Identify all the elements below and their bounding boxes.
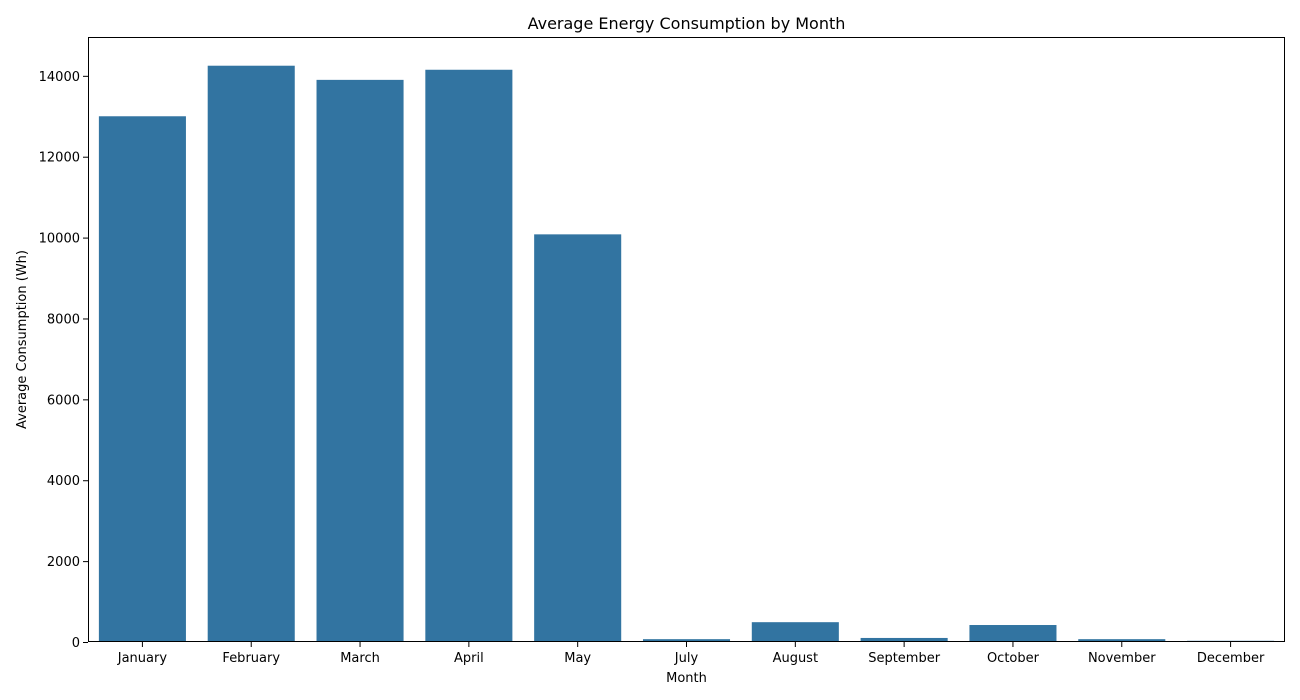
chart-title: Average Energy Consumption by Month: [528, 14, 846, 33]
y-tick-label: 0: [72, 636, 80, 651]
y-tick-label: 6000: [47, 393, 80, 408]
bar-february: [207, 65, 295, 642]
x-tick-label: November: [1088, 651, 1156, 666]
bar-october: [969, 625, 1057, 642]
x-axis: January February March April May July August Se…: [117, 642, 1265, 666]
plot-area: 0 2000 4000 6000 8000 10000 12000 14000 January…: [39, 37, 1285, 666]
bar-january: [98, 116, 186, 642]
y-tick-label: 10000: [39, 232, 80, 247]
y-tick-label: 12000: [39, 151, 80, 166]
bar-march: [316, 79, 404, 642]
y-tick-label: 2000: [47, 555, 80, 570]
x-tick-label: April: [454, 651, 484, 666]
x-tick-label: September: [868, 651, 941, 666]
x-tick-label: October: [987, 651, 1040, 666]
x-tick-label: March: [340, 651, 380, 666]
y-tick-label: 14000: [39, 70, 80, 85]
bar-april: [425, 69, 513, 643]
bar-july: [642, 639, 731, 642]
x-tick-label: February: [222, 651, 280, 666]
x-tick-label: January: [117, 651, 168, 666]
bar-november: [1078, 639, 1166, 642]
y-tick-label: 8000: [47, 312, 80, 327]
x-tick-label: July: [674, 651, 699, 666]
x-axis-label: Month: [666, 671, 707, 686]
y-tick-label: 4000: [47, 474, 80, 489]
bars-group: [98, 65, 1275, 643]
x-tick-label: August: [773, 651, 819, 666]
bar-august: [751, 622, 839, 642]
axes-frame: [88, 37, 1285, 642]
x-tick-label: May: [564, 651, 591, 666]
y-axis: 0 2000 4000 6000 8000 10000 12000 14000: [39, 70, 88, 651]
bar-september: [860, 637, 948, 642]
x-tick-label: December: [1197, 651, 1265, 666]
bar-may: [534, 234, 622, 642]
y-axis-label: Average Consumption (Wh): [15, 250, 30, 429]
